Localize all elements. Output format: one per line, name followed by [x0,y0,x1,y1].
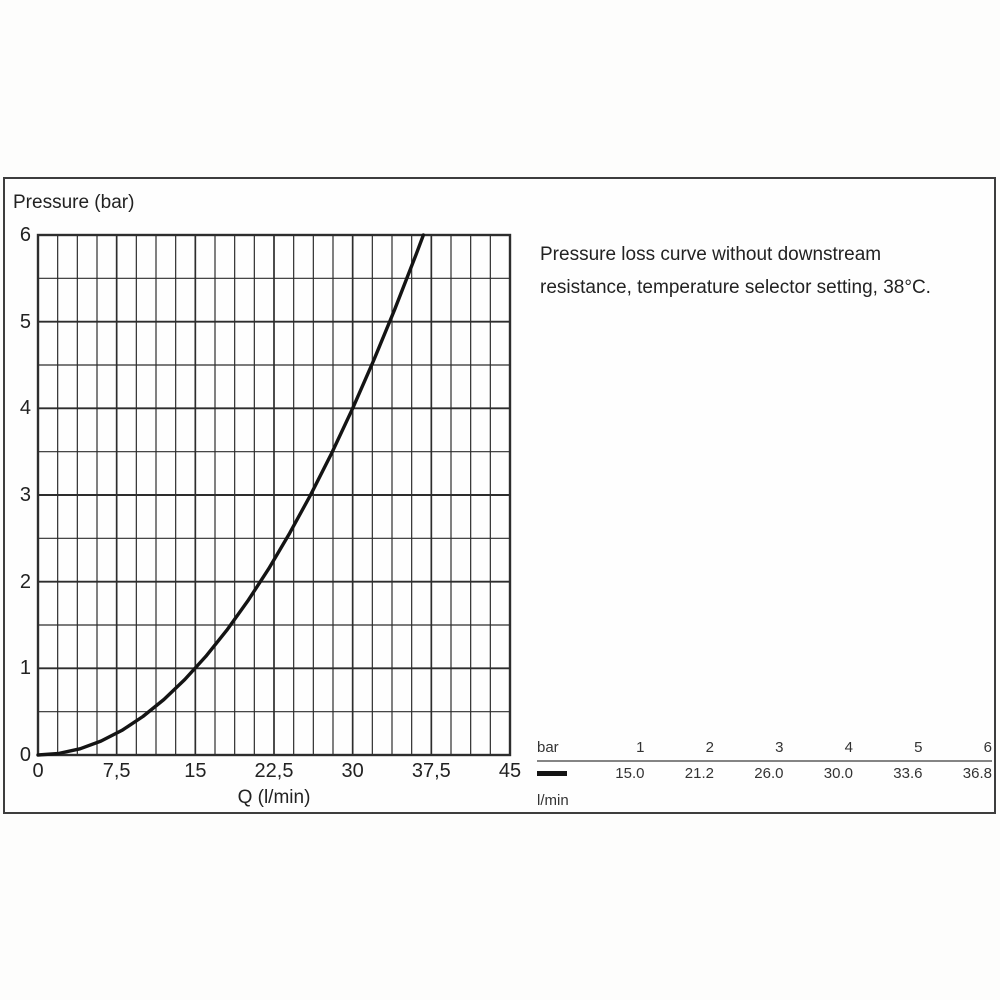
table-value-cell: 26.0 [754,765,784,782]
table-header-bar-label: bar [537,739,559,756]
table-header-cell: 4 [844,739,853,756]
x-tick-label: 0 [32,760,44,782]
table-header-cell: 3 [775,739,784,756]
x-tick-label: 22,5 [254,760,294,782]
table-value-cell: 33.6 [893,765,923,782]
y-tick-label: 3 [19,484,31,506]
x-tick-label: 30 [341,760,364,782]
chart-caption-line2: resistance, temperature selector setting… [540,277,931,298]
y-tick-label: 4 [19,397,31,420]
x-axis-title: Q (l/min) [237,787,311,808]
table-header-cell: 5 [914,739,923,756]
y-tick-label: 0 [19,744,31,766]
legend-cell [537,765,575,782]
table-header-cell: 2 [705,739,714,756]
plot-border [36,233,512,757]
table-value-cell: 15.0 [615,765,645,782]
table-header-cell: 6 [983,739,992,756]
table-unit-label: l/min [537,792,569,809]
y-axis-title: Pressure (bar) [13,192,135,213]
table-values-row: 15.0 21.2 26.0 30.0 33.6 36.8 [537,765,992,782]
y-tick-label: 1 [19,657,31,680]
table-header-cell: 1 [636,739,645,756]
x-tick-label: 7,5 [102,760,131,782]
table-value-cell: 36.8 [962,765,992,782]
table-unit-row: l/min [537,792,992,809]
pressure-loss-curve [36,233,426,757]
x-tick-label: 45 [498,760,522,782]
y-tick-label: 2 [19,570,31,593]
table-value-cell: 21.2 [684,765,714,782]
chart-caption-line1: Pressure loss curve without downstream [540,244,882,265]
x-tick-label: 15 [184,760,207,782]
x-tick-label: 37,5 [411,760,451,782]
chart-caption: Pressure loss curve without downstream r… [540,238,985,304]
y-tick-label: 5 [19,310,31,333]
curve-legend-line-icon [537,771,567,776]
flow-rate-table: bar 1 2 3 4 5 6 15.0 21.2 26.0 30.0 33.6… [537,739,992,809]
table-value-cell: 30.0 [823,765,853,782]
table-header-row: bar 1 2 3 4 5 6 [537,739,992,756]
y-tick-label: 6 [19,224,31,246]
table-divider [537,760,992,762]
grid-lines [37,234,511,756]
